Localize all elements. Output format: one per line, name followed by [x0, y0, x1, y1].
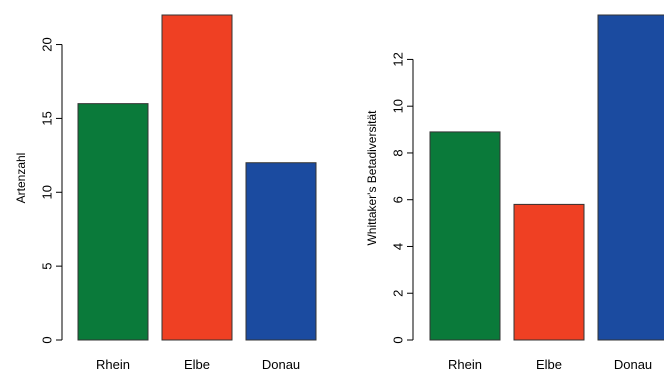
y-tick-label: 12 — [390, 52, 405, 66]
y-tick-label: 20 — [39, 37, 54, 51]
bar-rhein — [77, 103, 149, 341]
y-axis-title: Whittaker's Betadiversität — [365, 110, 379, 246]
category-label: Elbe — [536, 357, 562, 372]
y-tick-label: 10 — [39, 185, 54, 199]
category-label: Rhein — [96, 357, 130, 372]
y-tick-label: 0 — [39, 336, 54, 343]
y-tick-label: 10 — [390, 99, 405, 113]
y-tick-label: 15 — [39, 111, 54, 125]
y-tick-label: 8 — [390, 149, 405, 156]
bar-donau — [245, 162, 317, 341]
bar-elbe — [161, 14, 233, 341]
bar-donau — [597, 14, 664, 341]
y-tick-label: 6 — [390, 196, 405, 203]
bar-rhein — [429, 131, 501, 341]
y-tick-label: 0 — [390, 336, 405, 343]
y-tick-label: 5 — [39, 263, 54, 270]
bar-elbe — [513, 203, 585, 341]
y-tick-label: 2 — [390, 290, 405, 297]
category-label: Donau — [614, 357, 652, 372]
y-tick-label: 4 — [390, 243, 405, 250]
y-axis-title: Artenzahl — [14, 153, 28, 204]
category-label: Rhein — [448, 357, 482, 372]
category-label: Elbe — [184, 357, 210, 372]
category-label: Donau — [262, 357, 300, 372]
